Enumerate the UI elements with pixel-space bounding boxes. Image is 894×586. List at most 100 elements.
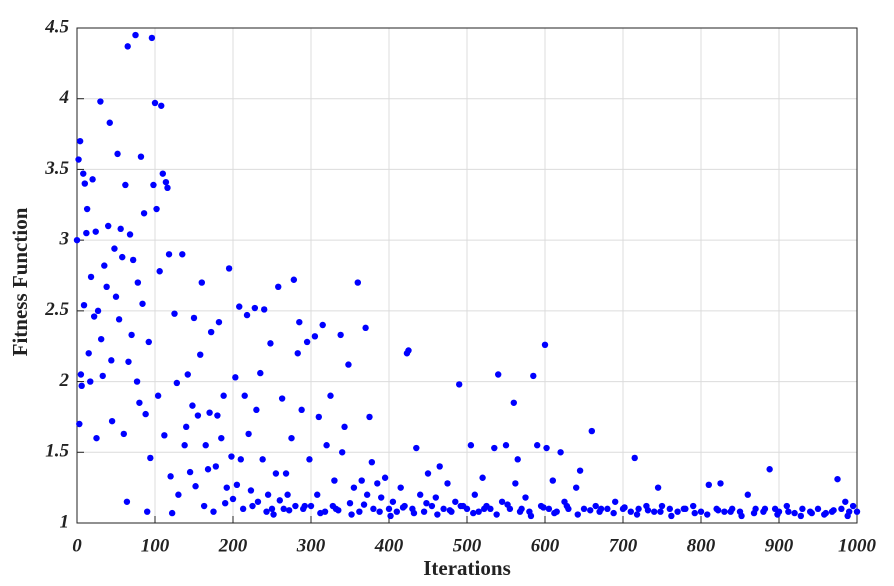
point (721, 508, 728, 515)
point (207, 328, 215, 336)
point (267, 340, 274, 347)
point (264, 491, 272, 498)
point (393, 508, 400, 515)
point (122, 181, 129, 189)
point (627, 508, 634, 515)
point (766, 466, 773, 473)
point (270, 511, 277, 518)
point (791, 509, 798, 517)
point (263, 508, 270, 515)
point (306, 456, 313, 463)
point (576, 467, 584, 474)
point (381, 474, 389, 481)
point (337, 331, 344, 339)
point (799, 505, 806, 513)
point (140, 210, 148, 217)
point (164, 184, 171, 192)
point (588, 427, 595, 435)
point (101, 262, 108, 269)
point (541, 341, 549, 348)
point (540, 504, 547, 511)
point (432, 494, 439, 501)
point (543, 444, 550, 452)
point (842, 498, 849, 505)
point (259, 456, 266, 463)
point (148, 34, 156, 42)
point (276, 497, 283, 504)
point (849, 502, 857, 510)
point (253, 406, 260, 414)
point (828, 508, 836, 515)
point (285, 507, 293, 514)
point (397, 484, 404, 491)
point (399, 504, 407, 511)
point (126, 231, 134, 238)
y-tick-label: 1.5 (45, 441, 69, 462)
y-tick-label: 2 (59, 370, 70, 391)
point (151, 99, 159, 107)
point (434, 511, 441, 518)
point (75, 156, 82, 163)
point (370, 505, 377, 513)
point (278, 395, 286, 402)
point (651, 508, 658, 515)
point (247, 487, 255, 494)
point (420, 508, 428, 515)
point (549, 477, 556, 484)
point (190, 314, 198, 322)
point (215, 318, 223, 326)
point (697, 508, 705, 515)
point (797, 512, 805, 520)
x-tick-label: 0 (72, 535, 82, 556)
point (527, 512, 535, 520)
point (125, 358, 132, 365)
point (222, 500, 229, 507)
point (108, 357, 115, 364)
point (142, 410, 149, 418)
point (844, 512, 851, 520)
point (834, 475, 841, 483)
point (470, 509, 477, 517)
point (424, 470, 432, 477)
point (668, 512, 675, 520)
point (284, 491, 291, 498)
point (159, 170, 166, 177)
point (319, 321, 326, 329)
point (210, 508, 217, 515)
point (288, 434, 295, 442)
point (106, 119, 113, 126)
point (452, 498, 459, 505)
point (251, 304, 259, 312)
y-tick-label: 2.5 (44, 299, 69, 320)
point (249, 502, 256, 510)
point (94, 307, 102, 315)
point (241, 392, 248, 399)
point (229, 495, 237, 503)
point (413, 444, 420, 452)
point (239, 505, 247, 513)
point (633, 511, 641, 518)
point (294, 350, 301, 357)
point (785, 508, 792, 515)
point (218, 434, 225, 442)
point (358, 477, 365, 484)
point (197, 351, 204, 358)
point (111, 245, 118, 252)
point (658, 502, 666, 510)
point (705, 481, 712, 489)
point (194, 412, 202, 419)
point (487, 505, 494, 513)
point (144, 508, 151, 515)
point (534, 442, 541, 449)
point (657, 508, 664, 515)
point (350, 484, 358, 491)
y-tick-label: 4 (59, 87, 70, 108)
point (275, 283, 282, 291)
point (644, 507, 652, 514)
point (738, 512, 745, 520)
point (853, 508, 861, 515)
point (727, 508, 734, 515)
point (132, 31, 139, 39)
point (808, 509, 815, 517)
point (181, 442, 188, 449)
